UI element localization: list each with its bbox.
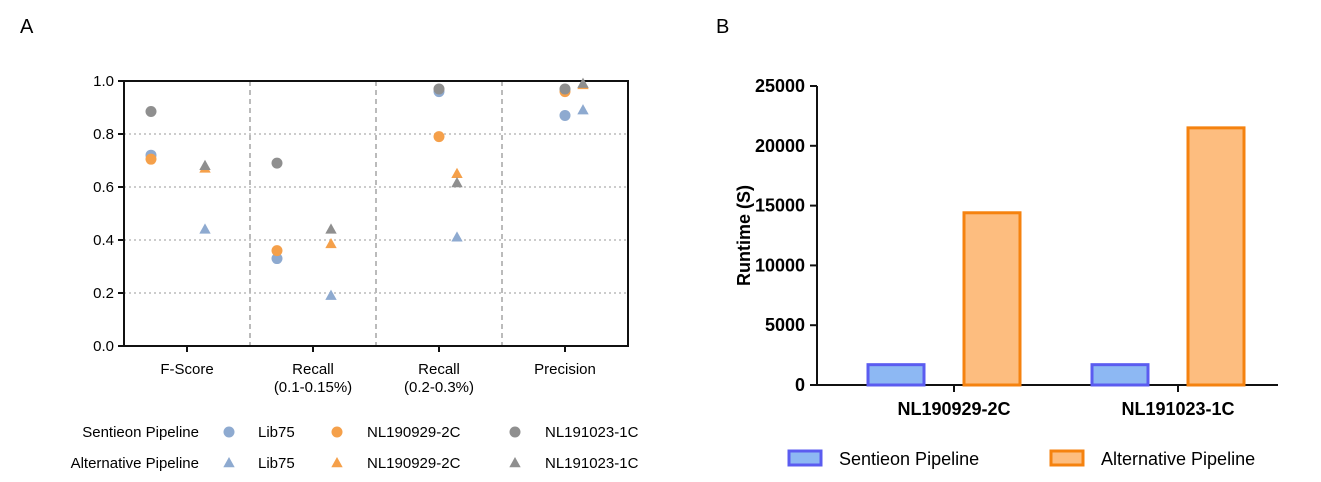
plot-frame — [123, 80, 629, 347]
data-point-triangle — [577, 77, 589, 88]
legend-b-swatch — [787, 449, 823, 467]
data-point-circle — [271, 245, 283, 257]
y-tick-label: 1.0 — [93, 73, 114, 90]
data-point-triangle — [451, 177, 463, 188]
bar — [962, 211, 1022, 387]
bar — [1186, 126, 1246, 387]
x-tick-label: Precision — [534, 361, 596, 378]
panel-b-label: B — [716, 16, 729, 38]
data-point-circle — [145, 153, 157, 165]
y-tick-label: 0.6 — [93, 179, 114, 196]
data-point-circle — [145, 105, 157, 117]
bar — [1090, 363, 1150, 387]
data-point-circle — [559, 83, 571, 95]
y-tick-label: 0.0 — [93, 338, 114, 355]
x-tick-label: (0.1-0.15%) — [274, 379, 352, 396]
x-tick-label: F-Score — [160, 361, 213, 378]
x-tick-label: NL191023-1C — [1121, 399, 1234, 419]
legend-a-item-label: Lib75 — [258, 424, 295, 441]
data-point-triangle — [451, 167, 463, 178]
y-axis-label: Runtime (S) — [734, 185, 754, 286]
y-tick-label: 0.2 — [93, 285, 114, 302]
legend-a-marker-triangle — [223, 457, 235, 468]
legend-a-marker-circle — [331, 426, 343, 438]
legend-a: Sentieon Pipeline Lib75 NL190929-2C NL19102… — [71, 424, 639, 472]
legend-a-item-label: NL191023-1C — [545, 455, 639, 472]
legend-b: Sentieon Pipeline Alternative Pipeline — [787, 449, 1255, 469]
legend-a-marker-triangle — [509, 457, 521, 468]
y-tick-label: 0.8 — [93, 126, 114, 143]
legend-b-item-label: Alternative Pipeline — [1101, 449, 1255, 469]
y-tick-label: 10000 — [755, 255, 805, 275]
data-point-circle — [433, 131, 445, 143]
data-point-circle — [559, 109, 571, 121]
x-tick-label: (0.2-0.3%) — [404, 379, 474, 396]
panel-a-label: A — [20, 16, 34, 38]
x-tick-label: NL190929-2C — [897, 399, 1010, 419]
legend-a-row-label: Sentieon Pipeline — [82, 424, 199, 441]
legend-a-row-label: Alternative Pipeline — [71, 455, 199, 472]
legend-b-item-label: Sentieon Pipeline — [839, 449, 979, 469]
legend-a-item-label: NL190929-2C — [367, 455, 461, 472]
legend-a-item-label: NL190929-2C — [367, 424, 461, 441]
y-tick-label: 15000 — [755, 196, 805, 216]
data-point-triangle — [577, 104, 589, 115]
x-tick-label: Recall — [418, 361, 460, 378]
data-point-triangle — [199, 159, 211, 170]
y-tick-label: 20000 — [755, 136, 805, 156]
legend-a-marker-circle — [223, 426, 235, 438]
data-point-circle — [433, 83, 445, 95]
chart-b: 0 5000 10000 15000 20000 25000 Runtime (S) NL19… — [734, 76, 1278, 419]
data-point-circle — [271, 253, 283, 265]
y-tick-label: 0.4 — [93, 232, 114, 249]
data-point-triangle — [325, 237, 337, 249]
data-point-triangle — [325, 223, 337, 234]
legend-b-swatch — [1049, 449, 1085, 467]
legend-a-item-label: NL191023-1C — [545, 424, 639, 441]
bar — [866, 363, 926, 387]
data-point-triangle — [199, 223, 211, 234]
y-tick-label: 5000 — [765, 315, 805, 335]
legend-a-item-label: Lib75 — [258, 455, 295, 472]
legend-a-marker-circle — [509, 426, 521, 438]
data-point-triangle — [325, 289, 337, 300]
y-tick-label: 0 — [795, 375, 805, 395]
legend-a-marker-triangle — [331, 457, 343, 468]
y-tick-label: 25000 — [755, 76, 805, 96]
data-point-triangle — [451, 231, 463, 242]
x-tick-label: Recall — [292, 361, 334, 378]
data-point-circle — [271, 157, 283, 169]
chart-a: 0.00.20.40.60.81.0F-Score Recall(0.1-0.15… — [93, 73, 629, 396]
